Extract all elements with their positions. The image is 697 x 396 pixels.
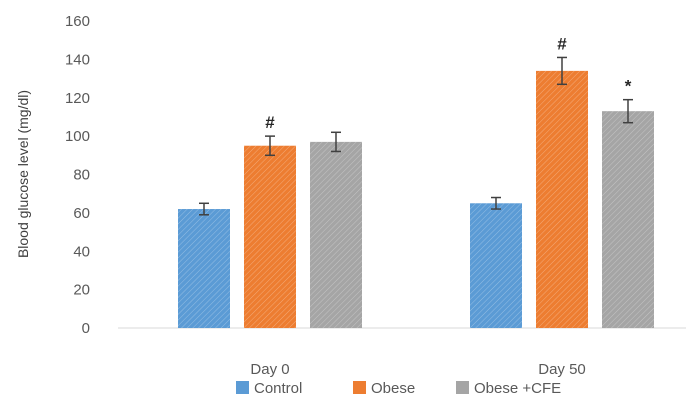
bar-texture bbox=[470, 203, 522, 328]
y-tick-label: 120 bbox=[65, 90, 90, 107]
legend-label: Obese bbox=[371, 380, 415, 396]
legend-label: Control bbox=[254, 380, 302, 396]
bar-texture bbox=[310, 141, 362, 328]
bar-texture bbox=[244, 145, 296, 328]
y-tick-label: 60 bbox=[73, 205, 90, 222]
y-axis-ticks: 0 20 40 60 80 100 120 140 160 bbox=[65, 13, 90, 337]
bar-groups: # # * bbox=[178, 34, 654, 329]
significance-marker: * bbox=[625, 77, 632, 96]
significance-marker: # bbox=[265, 113, 275, 132]
bar-texture bbox=[602, 111, 654, 329]
legend-swatch bbox=[353, 381, 366, 394]
y-tick-label: 100 bbox=[65, 128, 90, 145]
x-category-label: Day 0 bbox=[250, 361, 289, 378]
y-tick-label: 20 bbox=[73, 282, 90, 299]
significance-marker: # bbox=[557, 34, 567, 53]
legend-label: Obese +CFE bbox=[474, 380, 561, 396]
legend: Control Obese Obese +CFE bbox=[236, 380, 561, 396]
x-category-label: Day 50 bbox=[538, 361, 586, 378]
bar-texture bbox=[178, 209, 230, 328]
legend-swatch bbox=[456, 381, 469, 394]
y-tick-label: 0 bbox=[82, 320, 90, 337]
bar-texture bbox=[536, 70, 588, 328]
legend-swatch bbox=[236, 381, 249, 394]
y-tick-label: 80 bbox=[73, 167, 90, 184]
y-tick-label: 140 bbox=[65, 51, 90, 68]
x-axis-categories: Day 0 Day 50 bbox=[250, 361, 585, 378]
y-tick-label: 160 bbox=[65, 13, 90, 30]
y-axis-label: Blood glucose level (mg/dl) bbox=[15, 90, 31, 258]
y-tick-label: 40 bbox=[73, 243, 90, 260]
